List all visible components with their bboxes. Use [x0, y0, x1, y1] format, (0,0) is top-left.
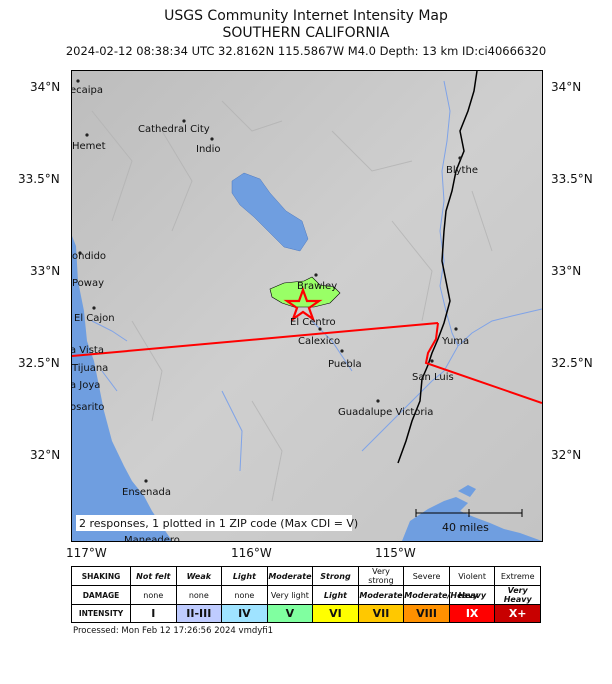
lat-label-33: 33°N — [30, 264, 61, 278]
region-subtitle: SOUTHERN CALIFORNIA — [222, 25, 390, 41]
lat-label-34-right: 34°N — [551, 80, 582, 94]
shaking-cell: Weak — [175, 566, 223, 586]
salton-sea — [231, 172, 309, 252]
lon-label-116: 116°W — [231, 546, 272, 560]
legend-row-header: INTENSITY — [71, 604, 131, 623]
place-label: El Cajon — [74, 313, 115, 324]
pacific-ocean — [72, 236, 172, 541]
place-label: osarito — [72, 402, 104, 413]
place-label: a Vista — [72, 345, 104, 356]
damage-cell: Moderate/Heavy — [403, 585, 478, 605]
intensity-cell: I — [130, 604, 177, 623]
map-title: USGS Community Internet Intensity Map — [164, 8, 448, 24]
damage-cell: Very light — [266, 585, 314, 605]
place-label: Blythe — [446, 165, 478, 176]
shaking-cell: Not felt — [130, 566, 177, 586]
place-label: ondido — [72, 251, 106, 262]
place-label: Ensenada — [122, 487, 171, 498]
intensity-cell: VII — [357, 604, 405, 623]
shaking-cell: Strong — [312, 566, 359, 586]
gulf-of-california — [402, 497, 542, 541]
place-label: Yuma — [441, 336, 469, 347]
shaking-cell: Very strong — [357, 566, 405, 586]
event-details: 2024-02-12 08:38:34 UTC 32.8162N 115.586… — [65, 44, 547, 58]
damage-cell: Very Heavy — [494, 585, 541, 605]
map-canvas: ecaipa Cathedral City Indio Hemet Blythe… — [72, 71, 542, 541]
lat-label-32-right: 32°N — [551, 448, 582, 462]
city-dots — [76, 79, 462, 483]
intensity-cell: II-III — [175, 604, 223, 623]
place-label: El Centro — [290, 317, 336, 328]
processed-timestamp: Processed: Mon Feb 12 17:26:56 2024 vmdy… — [73, 626, 274, 636]
legend-damage-row: DAMAGE none none none Very light Light M… — [71, 585, 541, 605]
damage-cell: none — [175, 585, 223, 605]
shaking-cell: Moderate — [266, 566, 314, 586]
shaking-cell: Severe — [403, 566, 450, 586]
lat-label-33-right: 33°N — [551, 264, 582, 278]
damage-cell: Light — [312, 585, 359, 605]
lat-label-34: 34°N — [30, 80, 61, 94]
intensity-legend: SHAKING Not felt Weak Light Moderate Str… — [71, 566, 541, 623]
place-label: Maneadero — [124, 535, 180, 541]
place-label: Hemet — [72, 141, 106, 152]
shaking-cell: Violent — [448, 566, 496, 586]
scale-label: 40 miles — [442, 521, 489, 534]
delta-lagoon — [458, 485, 476, 497]
lon-label-115: 115°W — [375, 546, 416, 560]
lat-label-32-5: 32.5°N — [18, 356, 60, 370]
responses-note-bg — [76, 515, 352, 531]
place-label: San Luis — [412, 372, 454, 383]
intensity-cell: VIII — [403, 604, 450, 623]
legend-intensity-row: INTENSITY I II-III IV V VI VII VIII IX X… — [71, 604, 541, 623]
place-label: Calexico — [298, 336, 340, 347]
lat-label-33-5-right: 33.5°N — [551, 172, 593, 186]
scale-bar — [415, 509, 523, 517]
place-label: Cathedral City — [138, 124, 210, 135]
lon-label-117: 117°W — [66, 546, 107, 560]
place-label: Tijuana — [72, 363, 108, 374]
place-label: Poway — [72, 278, 104, 289]
place-label: Indio — [196, 144, 221, 155]
place-label: ecaipa — [72, 85, 103, 96]
shaking-cell: Extreme — [494, 566, 541, 586]
intensity-cell: VI — [312, 604, 359, 623]
place-label: a Joya — [72, 380, 100, 391]
damage-cell: Moderate — [357, 585, 405, 605]
lat-label-32-5-right: 32.5°N — [551, 356, 593, 370]
map-frame: ecaipa Cathedral City Indio Hemet Blythe… — [71, 70, 543, 542]
epicenter-star — [283, 286, 323, 322]
intensity-cell: IX — [448, 604, 496, 623]
intensity-cell: X+ — [494, 604, 541, 623]
lat-label-32: 32°N — [30, 448, 61, 462]
lat-label-33-5: 33.5°N — [18, 172, 60, 186]
intensity-cell: IV — [221, 604, 268, 623]
damage-cell: none — [130, 585, 177, 605]
rivers — [91, 80, 542, 472]
legend-shaking-row: SHAKING Not felt Weak Light Moderate Str… — [71, 566, 541, 586]
state-border-colorado-river — [397, 71, 478, 464]
intensity-cell: V — [266, 604, 314, 623]
place-label: Puebla — [328, 359, 362, 370]
shaking-cell: Light — [221, 566, 268, 586]
place-label: Guadalupe Victoria — [338, 407, 433, 418]
responses-note: 2 responses, 1 plotted in 1 ZIP code (Ma… — [79, 517, 358, 530]
fault-lines — [72, 322, 542, 404]
zip-intensity-area — [269, 276, 341, 308]
damage-cell: none — [221, 585, 268, 605]
place-label: Brawley — [297, 281, 337, 292]
terrain-ridges — [91, 100, 493, 502]
legend-row-header: SHAKING — [71, 566, 131, 586]
legend-row-header: DAMAGE — [71, 585, 131, 605]
